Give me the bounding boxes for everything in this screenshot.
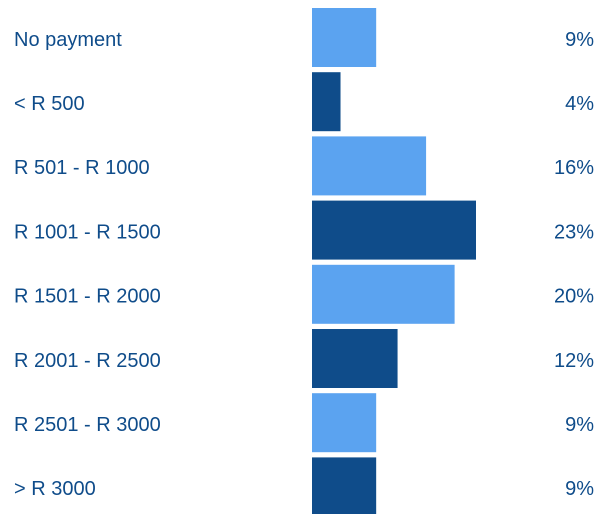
value-label: 23% bbox=[554, 221, 594, 243]
category-label: R 1001 - R 1500 bbox=[14, 221, 161, 243]
value-label: 9% bbox=[565, 478, 594, 500]
value-label: 9% bbox=[565, 414, 594, 436]
category-label: R 2001 - R 2500 bbox=[14, 350, 161, 372]
bar bbox=[312, 393, 377, 453]
value-label: 16% bbox=[554, 157, 594, 179]
category-label: R 2501 - R 3000 bbox=[14, 414, 161, 436]
value-label: 9% bbox=[565, 29, 594, 51]
bar bbox=[312, 457, 377, 514]
category-label: R 501 - R 1000 bbox=[14, 157, 150, 179]
bar bbox=[312, 329, 398, 388]
bar bbox=[312, 136, 427, 196]
category-label: < R 500 bbox=[14, 93, 85, 115]
bar bbox=[312, 8, 377, 67]
value-label: 20% bbox=[554, 286, 594, 308]
value-label: 12% bbox=[554, 350, 594, 372]
bar bbox=[312, 200, 476, 260]
category-label: > R 3000 bbox=[14, 478, 96, 500]
bar bbox=[312, 72, 341, 132]
category-label: R 1501 - R 2000 bbox=[14, 286, 161, 308]
category-label: No payment bbox=[14, 29, 122, 51]
value-label: 4% bbox=[565, 93, 594, 115]
bar bbox=[312, 264, 455, 324]
